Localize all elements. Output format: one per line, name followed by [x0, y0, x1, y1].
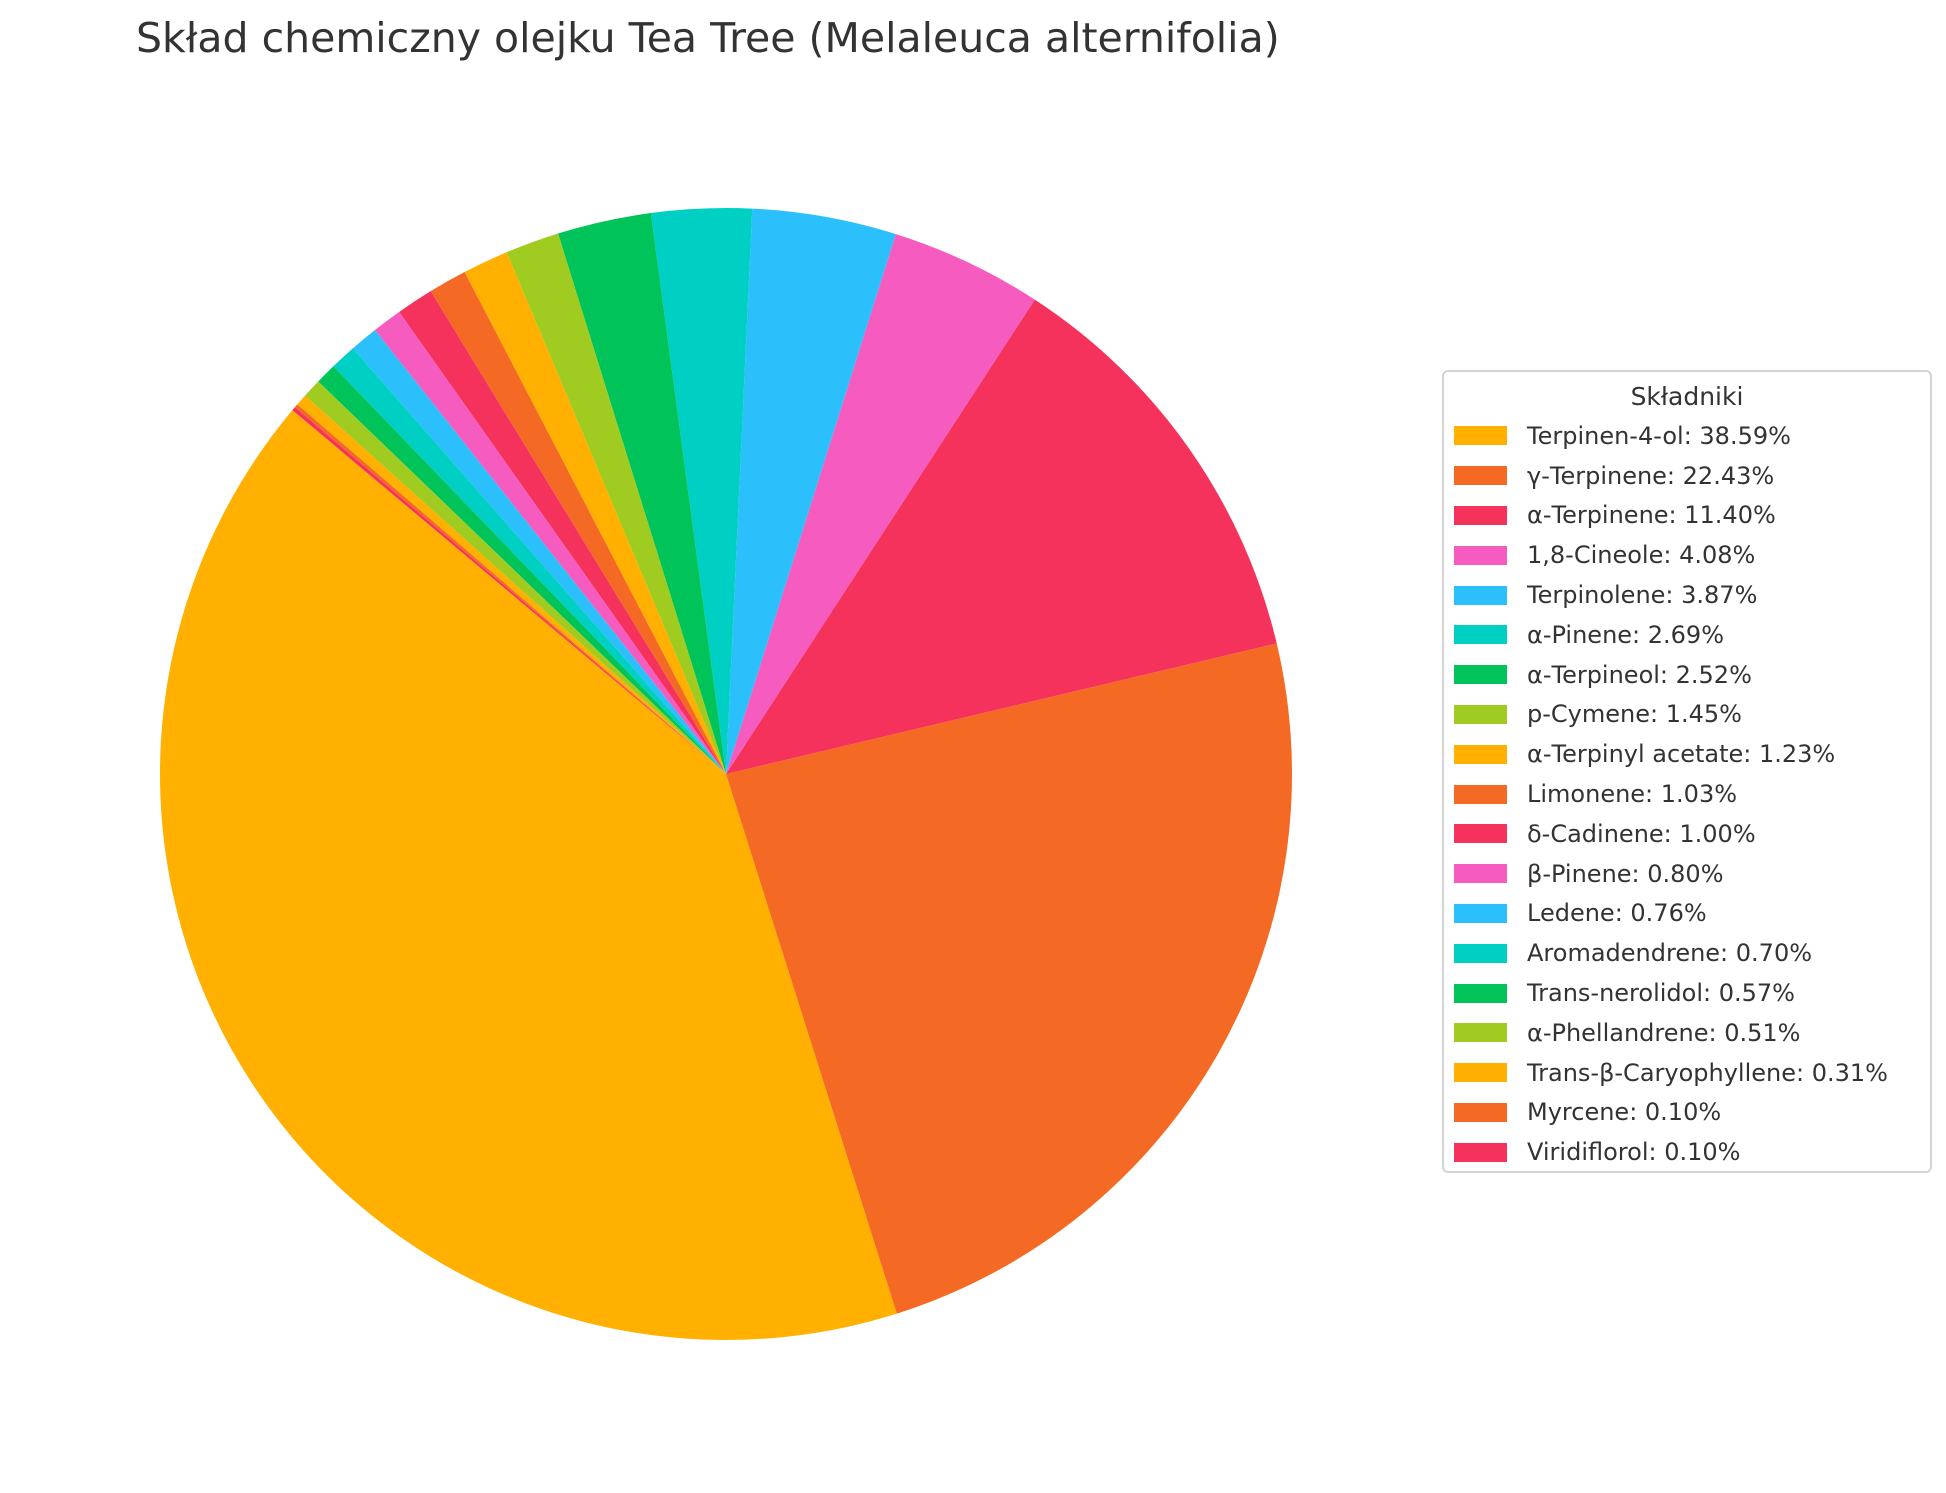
pie-slice — [333, 348, 726, 774]
legend-swatch — [1454, 426, 1507, 446]
legend-label: Trans-β-Caryophyllene: 0.31% — [1527, 1058, 1888, 1087]
legend-swatch — [1454, 1023, 1507, 1043]
legend-item: Trans-nerolidol: 0.57% — [1454, 973, 1888, 1013]
legend-items: Terpinen-4-ol: 38.59% γ-Terpinene: 22.43%… — [1454, 416, 1888, 1172]
chart-legend: Składniki Terpinen-4-ol: 38.59% γ-Terpine… — [1442, 370, 1932, 1173]
legend-label: δ-Cadinene: 1.00% — [1527, 819, 1756, 848]
pie-slice — [399, 291, 726, 774]
legend-label: p-Cymene: 1.45% — [1527, 700, 1742, 729]
legend-label: β-Pinene: 0.80% — [1527, 859, 1724, 888]
pie-slice — [650, 208, 753, 775]
legend-label: α-Phellandrene: 0.51% — [1527, 1018, 1801, 1047]
legend-swatch — [1454, 903, 1507, 923]
legend-item: β-Pinene: 0.80% — [1454, 854, 1888, 894]
legend-swatch — [1454, 983, 1507, 1003]
legend-item: α-Phellandrene: 0.51% — [1454, 1013, 1888, 1053]
legend-item: Aromadendrene: 0.70% — [1454, 933, 1888, 973]
legend-item: γ-Terpinene: 22.43% — [1454, 456, 1888, 496]
legend-item: Terpinen-4-ol: 38.59% — [1454, 416, 1888, 456]
pie-slice — [292, 407, 726, 774]
legend-item: δ-Cadinene: 1.00% — [1454, 814, 1888, 854]
pie-slice — [726, 299, 1277, 774]
legend-swatch — [1454, 824, 1507, 844]
legend-label: α-Terpinyl acetate: 1.23% — [1527, 740, 1836, 769]
legend-item: Limonene: 1.03% — [1454, 774, 1888, 814]
legend-item: Viridiflorol: 0.10% — [1454, 1132, 1888, 1172]
legend-item: α-Terpineol: 2.52% — [1454, 655, 1888, 695]
pie-slice — [374, 311, 726, 774]
legend-item: Myrcene: 0.10% — [1454, 1093, 1888, 1133]
legend-label: Myrcene: 0.10% — [1527, 1098, 1722, 1127]
chart-title: Skład chemiczny olejku Tea Tree (Melaleu… — [136, 14, 1280, 62]
legend-title: Składniki — [1630, 382, 1744, 411]
legend-label: Trans-nerolidol: 0.57% — [1527, 979, 1795, 1008]
legend-item: p-Cymene: 1.45% — [1454, 695, 1888, 735]
legend-item: Trans-β-Caryophyllene: 0.31% — [1454, 1053, 1888, 1093]
legend-swatch — [1454, 864, 1507, 884]
pie-slice — [464, 252, 726, 774]
legend-swatch — [1454, 784, 1507, 804]
legend-item: α-Pinene: 2.69% — [1454, 615, 1888, 655]
legend-item: Terpinolene: 3.87% — [1454, 575, 1888, 615]
pie-slice — [430, 272, 726, 774]
legend-swatch — [1454, 545, 1507, 565]
legend-swatch — [1454, 744, 1507, 764]
legend-swatch — [1454, 1142, 1507, 1162]
legend-label: Terpinen-4-ol: 38.59% — [1527, 421, 1791, 450]
legend-item: 1,8-Cineole: 4.08% — [1454, 535, 1888, 575]
pie-slice — [726, 234, 1035, 774]
pie-slice — [305, 381, 726, 774]
pie-slice — [352, 330, 726, 774]
legend-label: Ledene: 0.76% — [1527, 899, 1707, 928]
pie-slice — [297, 395, 726, 774]
legend-label: γ-Terpinene: 22.43% — [1527, 461, 1775, 490]
pie-slice — [726, 208, 896, 775]
pie-slice — [506, 233, 726, 774]
legend-label: Viridiflorol: 0.10% — [1527, 1138, 1741, 1167]
legend-swatch — [1454, 466, 1507, 486]
pie-slice — [294, 404, 726, 774]
pie-slice — [160, 410, 897, 1340]
legend-swatch — [1454, 625, 1507, 645]
legend-swatch — [1454, 665, 1507, 685]
legend-swatch — [1454, 505, 1507, 525]
pie-slice — [726, 643, 1292, 1314]
legend-label: Aromadendrene: 0.70% — [1527, 939, 1813, 968]
legend-label: Terpinolene: 3.87% — [1527, 581, 1758, 610]
legend-swatch — [1454, 1102, 1507, 1122]
pie-slice — [318, 366, 726, 774]
legend-item: α-Terpinyl acetate: 1.23% — [1454, 734, 1888, 774]
legend-swatch — [1454, 1063, 1507, 1083]
legend-swatch — [1454, 943, 1507, 963]
legend-item: Ledene: 0.76% — [1454, 894, 1888, 934]
legend-label: α-Terpineol: 2.52% — [1527, 660, 1752, 689]
legend-swatch — [1454, 585, 1507, 605]
legend-label: α-Terpinene: 11.40% — [1527, 501, 1776, 530]
legend-label: 1,8-Cineole: 4.08% — [1527, 541, 1756, 570]
legend-label: Limonene: 1.03% — [1527, 780, 1738, 809]
legend-item: α-Terpinene: 11.40% — [1454, 496, 1888, 536]
legend-label: α-Pinene: 2.69% — [1527, 620, 1725, 649]
legend-swatch — [1454, 704, 1507, 724]
pie-slice — [558, 213, 726, 774]
